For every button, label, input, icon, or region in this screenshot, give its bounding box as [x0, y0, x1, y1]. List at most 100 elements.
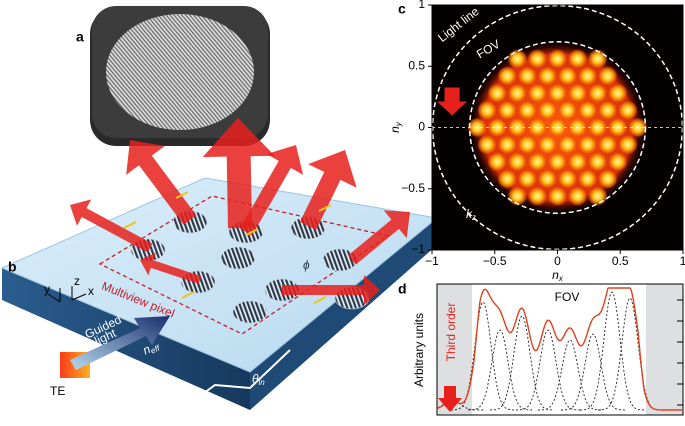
output-arrows — [70, 118, 410, 305]
y-tick-label: −1 — [411, 242, 425, 256]
diffraction-spot — [617, 100, 638, 121]
diffraction-spot — [517, 134, 538, 155]
guided-light-arrow — [70, 316, 170, 370]
diffraction-spot — [597, 66, 618, 87]
diffraction-spot — [487, 117, 508, 138]
diffraction-spot — [527, 151, 548, 172]
diffraction-spot — [607, 151, 628, 172]
diffraction-spot — [607, 83, 628, 104]
diffraction-spot — [617, 134, 638, 155]
shaded-region — [646, 284, 683, 415]
diffraction-spot — [587, 83, 608, 104]
y-axis-label: Arbitrary units — [412, 313, 426, 387]
text: n — [388, 126, 402, 133]
x-tick-label: −1 — [425, 254, 439, 268]
light-arrow — [70, 199, 153, 253]
panel-label: c — [398, 1, 406, 17]
panel-label: a — [76, 29, 84, 45]
x-tick-label: 0.5 — [612, 254, 629, 268]
polarization — [123, 221, 137, 229]
diffraction-spot — [587, 117, 608, 138]
component-curve — [516, 329, 580, 411]
diffraction-spot — [497, 66, 518, 87]
diffraction-spot — [547, 186, 568, 207]
axes-icon — [47, 286, 87, 303]
diffraction-spot — [477, 100, 498, 121]
y-tick-label: 0.5 — [408, 58, 425, 72]
light-arrow — [202, 118, 275, 229]
diffraction-spot — [597, 168, 618, 189]
diffraction-spot — [587, 151, 608, 172]
diffraction-spot — [497, 100, 518, 121]
arrow — [438, 386, 462, 412]
diffraction-spot — [537, 100, 558, 121]
diffraction-spot — [507, 83, 528, 104]
diffraction-spot — [517, 66, 538, 87]
kz-label: kz — [466, 207, 476, 222]
light-arrow — [299, 150, 357, 230]
diffraction-spot — [567, 48, 588, 69]
grating-pixel — [220, 246, 256, 270]
y-tick-label: −0.5 — [401, 181, 425, 195]
component-curve — [468, 329, 532, 411]
diffraction-spot — [527, 83, 548, 104]
light-arrow — [140, 252, 202, 284]
axis-label: y — [44, 282, 50, 296]
diffraction-spot — [597, 100, 618, 121]
diffraction-spot — [527, 117, 548, 138]
diffraction-spot — [537, 66, 558, 87]
light-arrow — [126, 140, 197, 225]
diffraction-spot — [477, 134, 498, 155]
spectrum-plot — [436, 283, 684, 416]
diffraction-spot — [577, 66, 598, 87]
diffraction-spot — [567, 186, 588, 207]
polarization — [313, 296, 327, 304]
diffraction-spot — [507, 151, 528, 172]
diffraction-spot — [547, 151, 568, 172]
diffraction-spot — [497, 134, 518, 155]
text: in — [259, 378, 266, 387]
axis-label: z — [74, 274, 80, 288]
diffraction-spot — [577, 134, 598, 155]
diffraction-spot — [557, 66, 578, 87]
diffraction-spot — [547, 117, 568, 138]
diffraction-spot — [487, 83, 508, 104]
diffraction-spot — [517, 168, 538, 189]
diffraction-spot — [567, 151, 588, 172]
text: θ — [252, 372, 259, 386]
polarization — [175, 191, 189, 199]
diffraction-spot — [597, 134, 618, 155]
polarization — [318, 204, 332, 212]
diffraction-spot — [467, 117, 488, 138]
diffraction-spot — [547, 83, 568, 104]
text: y — [394, 121, 403, 127]
fov-label: FOV — [555, 290, 580, 304]
diffraction-spot — [497, 168, 518, 189]
diffraction-spot — [587, 186, 608, 207]
y-tick-label: 1 — [418, 0, 425, 11]
diffraction-spot — [607, 117, 628, 138]
diffraction-spot — [577, 100, 598, 121]
panel-label: d — [398, 281, 407, 297]
light-arrow — [348, 210, 410, 265]
component-curve — [538, 339, 602, 411]
diffraction-spot — [537, 168, 558, 189]
diffraction-spot — [487, 151, 508, 172]
diffraction-spot — [537, 134, 558, 155]
arrow — [437, 87, 468, 116]
diffraction-spot — [557, 134, 578, 155]
y-axis-label: ny — [388, 121, 403, 133]
component-curve — [561, 333, 625, 411]
x-tick-label: −0.5 — [483, 254, 507, 268]
axis-label: x — [88, 284, 94, 298]
diffraction-spot — [527, 186, 548, 207]
incidence-ray — [169, 349, 291, 419]
text: k — [466, 207, 473, 221]
text: x — [558, 274, 564, 283]
plot-frame — [436, 283, 684, 416]
component-curve — [489, 315, 555, 411]
x-tick-label: 1 — [680, 254, 685, 268]
diffraction-spot — [507, 186, 528, 207]
